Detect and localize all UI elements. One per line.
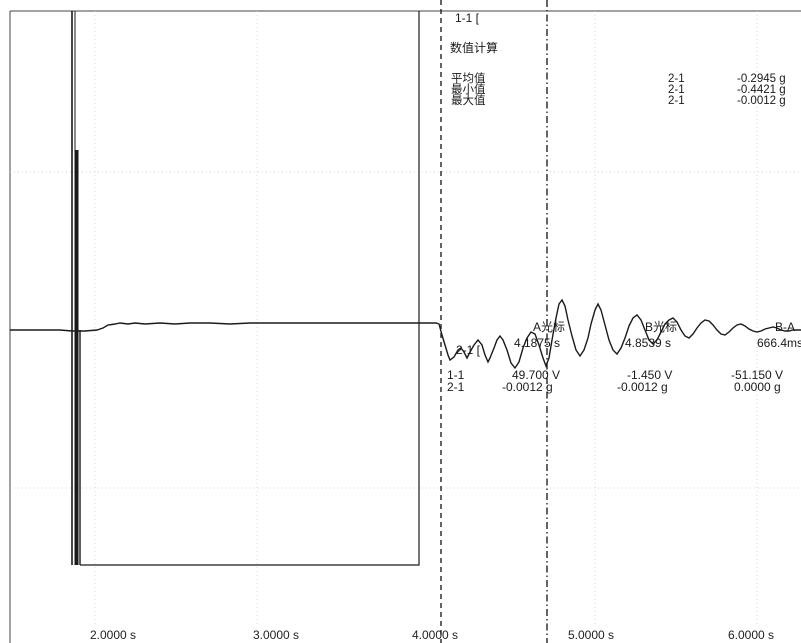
cursor-row-a: -0.0012 g xyxy=(502,380,553,394)
trace-label-1-1: 1-1 [ xyxy=(455,11,480,25)
x-tick-label: 6.0000 s xyxy=(728,628,775,642)
x-tick-label: 5.0000 s xyxy=(568,628,615,642)
x-tick-label: 3.0000 s xyxy=(253,628,300,642)
cursor-row-b: -0.0012 g xyxy=(617,380,668,394)
stats-title: 数值计算 xyxy=(450,41,499,55)
trace-label-2-1: 2-1 [ xyxy=(456,343,481,357)
cursor-a-time: 4.1875 s xyxy=(514,336,561,350)
x-tick-label: 4.0000 s xyxy=(412,628,459,642)
cursor-b-label: B光标 xyxy=(645,320,678,334)
trace-1-1 xyxy=(71,11,420,566)
trace-2-1 xyxy=(10,298,801,370)
stats-row-channel: 2-1 xyxy=(668,95,685,107)
stats-row-label: 平均值 xyxy=(451,73,486,85)
cursor-row-b: -1.450 V xyxy=(627,368,673,382)
stats-row-label: 最小值 xyxy=(451,84,486,96)
cursor-diff-time: 666.4ms xyxy=(757,336,801,350)
stats-row-channel: 2-1 xyxy=(668,73,685,85)
stats-row-channel: 2-1 xyxy=(668,84,685,96)
cursor-row-a: 49.700 V xyxy=(512,368,561,382)
cursor-row-channel: 1-1 xyxy=(447,368,465,382)
stats-row-value: -0.0012 g xyxy=(737,95,786,107)
cursor-diff-label: B-A xyxy=(775,320,796,334)
cursor-row-diff: 0.0000 g xyxy=(734,380,781,394)
stats-row-label: 最大值 xyxy=(451,95,486,107)
cursor-a-label: A光标 xyxy=(533,320,566,334)
cursor-row-channel: 2-1 xyxy=(447,380,465,394)
stats-row-value: -0.4421 g xyxy=(737,84,786,96)
cursor-row-diff: -51.150 V xyxy=(731,368,784,382)
x-tick-label: 2.0000 s xyxy=(90,628,137,642)
stats-row-value: -0.2945 g xyxy=(737,73,786,85)
cursor-b-time: 4.8539 s xyxy=(625,336,672,350)
